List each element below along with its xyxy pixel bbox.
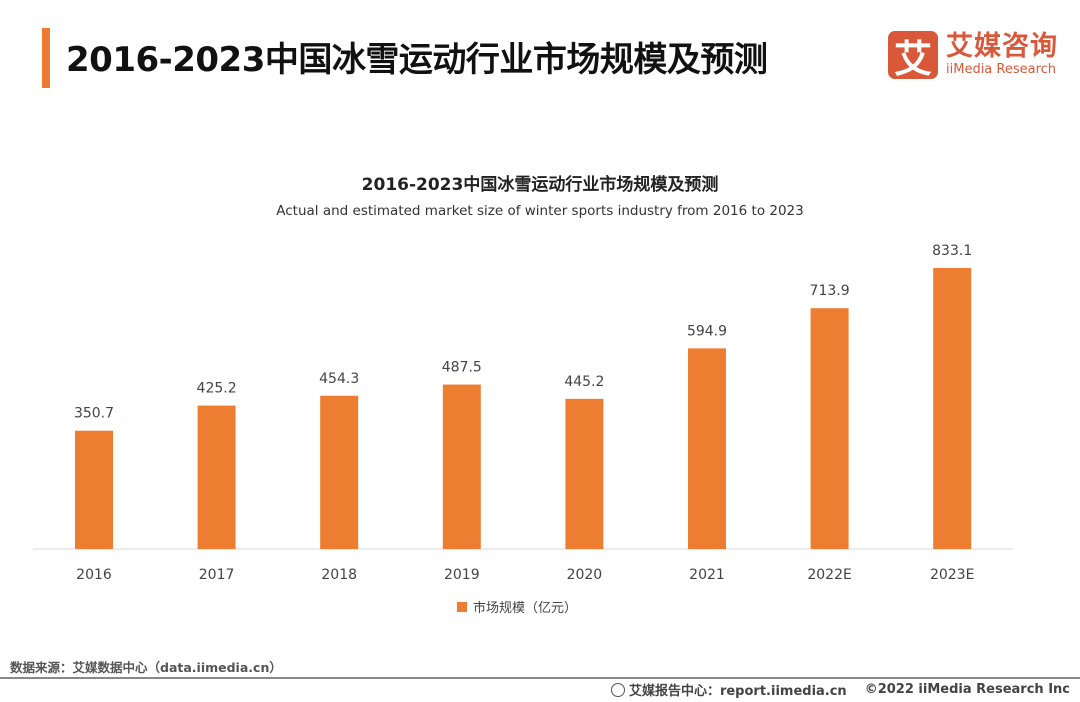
bar-2021 — [688, 348, 726, 549]
x-tick-label-2016: 2016 — [76, 567, 112, 583]
legend-swatch — [457, 601, 467, 612]
bar-2022E — [810, 308, 849, 549]
x-tick-label-2019: 2019 — [444, 567, 480, 583]
globe-icon — [610, 682, 625, 697]
bar-2016 — [75, 430, 113, 549]
x-tick-label-2017: 2017 — [199, 567, 235, 583]
x-tick-label-2023E: 2023E — [930, 567, 974, 583]
logo-cn: 艾媒咨询 — [946, 31, 1058, 62]
report-link[interactable]: 艾媒报告中心：report.iimedia.cn — [628, 684, 847, 699]
page-title: 2016-2023中国冰雪运动行业市场规模及预测 — [66, 40, 768, 80]
data-label-2018: 454.3 — [319, 371, 359, 387]
x-tick-label-2018: 2018 — [321, 567, 357, 583]
footer-divider — [0, 677, 1080, 679]
data-label-2019: 487.5 — [442, 360, 482, 376]
logo-en: iiMedia Research — [946, 62, 1057, 77]
x-tick-label-2021: 2021 — [689, 567, 725, 583]
data-label-2022E: 713.9 — [810, 283, 850, 299]
iimedia-logo: 艾 艾媒咨询 iiMedia Research — [888, 31, 1058, 81]
bar-2019 — [442, 384, 481, 549]
copyright: ©2022 iiMedia Research Inc — [864, 682, 1070, 697]
data-label-2016: 350.7 — [74, 406, 114, 422]
chart-title: 2016-2023中国冰雪运动行业市场规模及预测 — [361, 175, 719, 195]
data-label-2020: 445.2 — [564, 374, 604, 390]
data-source: 数据来源：艾媒数据中心（data.iimedia.cn） — [10, 660, 282, 675]
data-label-2023E: 833.1 — [932, 243, 972, 259]
legend: 市场规模（亿元） — [457, 597, 577, 616]
bar-2017 — [197, 405, 236, 549]
bar-2018 — [320, 395, 359, 549]
data-label-2021: 594.9 — [687, 323, 727, 339]
title-accent-bar — [42, 28, 50, 88]
footer: 艾媒报告中心：report.iimedia.cn ©2022 iiMedia R… — [610, 680, 1070, 699]
bar-2020 — [565, 398, 604, 549]
chart-subtitle: Actual and estimated market size of wint… — [276, 203, 804, 219]
logo-mark: 艾 — [888, 31, 938, 81]
x-tick-label-2020: 2020 — [567, 567, 603, 583]
legend-label: 市场规模（亿元） — [473, 601, 578, 616]
data-label-2017: 425.2 — [197, 381, 237, 397]
x-tick-label-2022E: 2022E — [807, 567, 851, 583]
bar-2023E — [933, 268, 972, 549]
